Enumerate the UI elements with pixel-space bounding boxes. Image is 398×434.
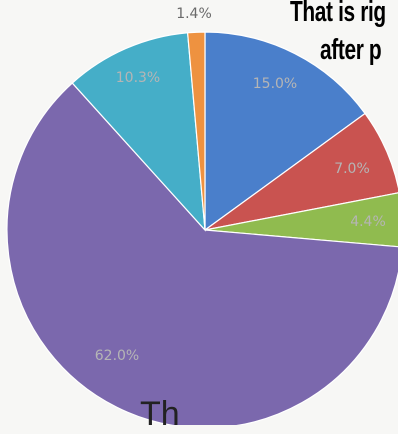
slice-label: 4.4% <box>350 214 386 230</box>
pie-labels: 15.0% 7.0% 4.4% 62.0% 10.3% 1.4% <box>95 6 386 364</box>
slice-label: 15.0% <box>253 76 297 92</box>
pie-chart: 15.0% 7.0% 4.4% 62.0% 10.3% 1.4% <box>6 6 398 425</box>
pie-slice <box>204 31 366 232</box>
bottom-caption-fragment: Th <box>140 395 180 433</box>
headline-line-1: That is rig <box>290 0 386 28</box>
pie-slice <box>71 32 206 232</box>
headline-line-2: after p <box>320 34 382 66</box>
slice-label: 10.3% <box>116 70 160 86</box>
pie-slice <box>204 192 398 248</box>
pie-slice <box>204 112 398 231</box>
pie-slice <box>6 82 398 425</box>
slice-label: 62.0% <box>95 348 139 364</box>
slice-label: 1.4% <box>176 6 212 22</box>
pie-slice <box>186 31 206 231</box>
pie-slices <box>6 31 398 425</box>
slice-label: 7.0% <box>334 161 370 177</box>
